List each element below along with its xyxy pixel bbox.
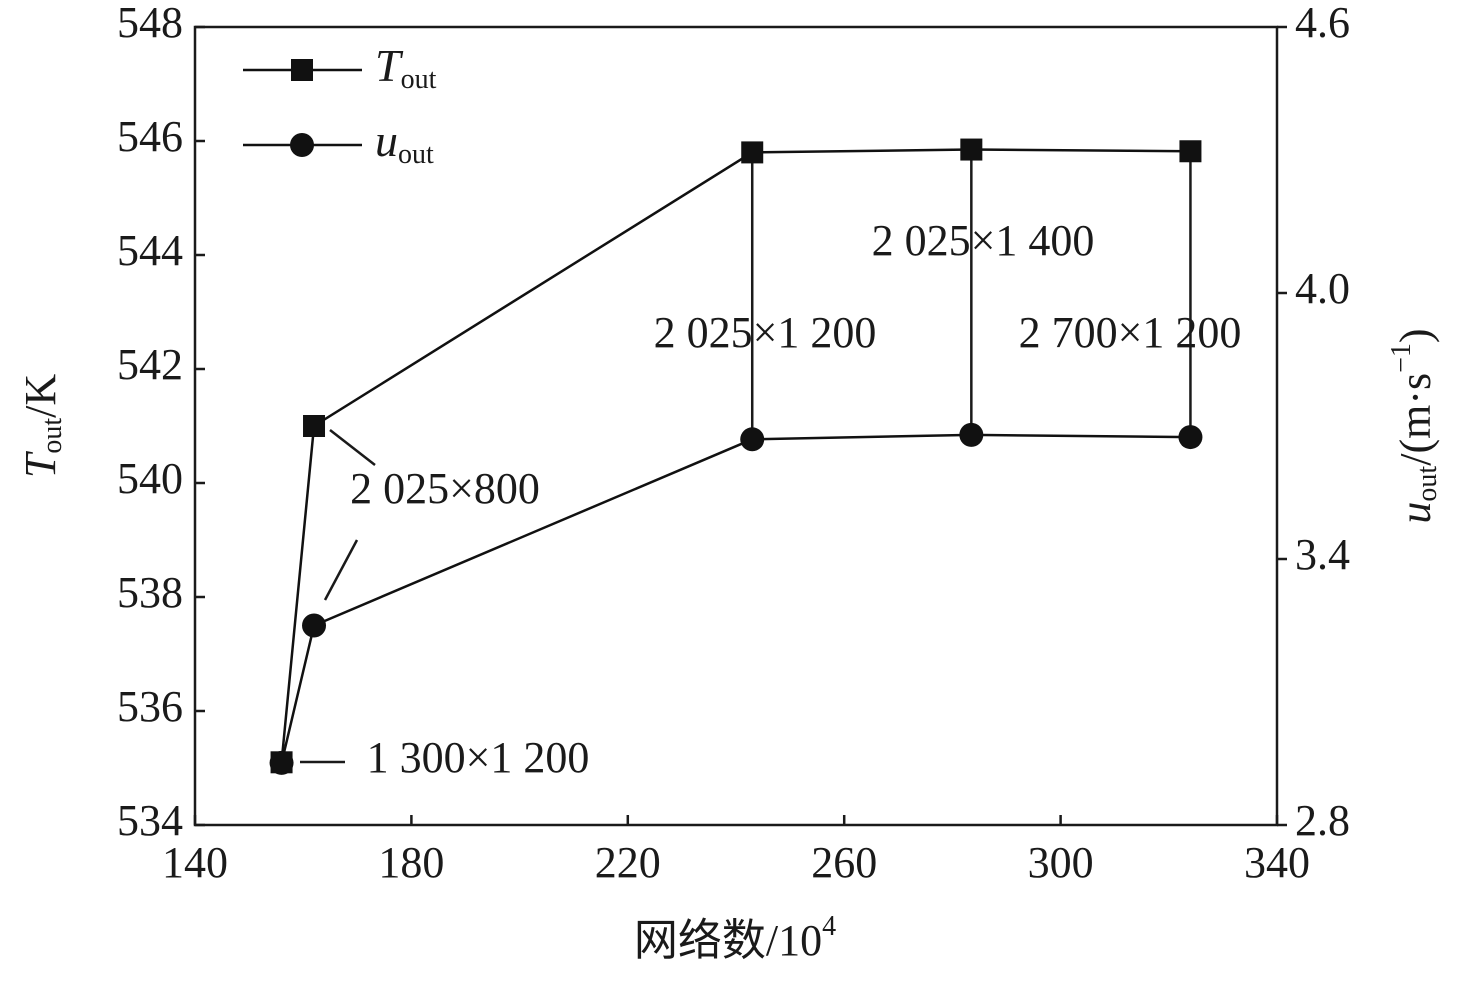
x-tick-label: 140 [162,838,228,887]
marker [740,427,765,452]
annotation: 2 025×1 200 [654,308,877,357]
marker [960,138,983,161]
legend-sub: out [398,139,434,170]
x-tick-label: 260 [811,838,877,887]
y-tick-label: 540 [117,454,183,503]
annotation: 2 025×1 400 [872,216,1095,265]
marker [959,422,984,447]
legend-name: u [375,115,398,166]
legend-marker [291,59,313,81]
y2-tick-label: 4.6 [1295,0,1350,47]
marker [303,415,326,437]
x-tick-label: 340 [1244,838,1310,887]
x-tick-label: 180 [378,838,444,887]
x-tick-label: 220 [595,838,661,887]
marker [1178,425,1203,450]
x-axis-label: 网络数/104 [634,911,836,965]
y-tick-label: 546 [117,112,183,161]
y-tick-label: 536 [117,682,183,731]
y-tick-label: 548 [117,0,183,47]
legend-label: uout [375,115,434,171]
legend-name: T [375,40,404,91]
legend-sub: out [401,64,437,95]
y2-tick-label: 2.8 [1295,796,1350,845]
y-tick-label: 534 [117,796,183,845]
annotation: 1 300×1 200 [367,733,590,782]
y2-tick-label: 4.0 [1295,264,1350,313]
marker [302,613,327,638]
plot-frame [193,25,1279,827]
y2-axis-label: uout/(m·s−1) [1386,328,1443,523]
annotation: 2 025×800 [350,464,540,513]
annotation: 2 700×1 200 [1019,308,1242,357]
y-tick-label: 544 [117,226,183,275]
legend-marker [290,133,314,157]
leader-lines [300,429,376,764]
marker [741,141,764,164]
y-tick-label: 538 [117,568,183,617]
y-tick-label: 542 [117,340,183,389]
y-axis-label: Tout/K [16,374,68,478]
marker [269,750,294,775]
legend-label: Tout [375,40,437,96]
y2-tick-label: 3.4 [1295,530,1350,579]
marker [1179,140,1202,163]
x-tick-label: 300 [1028,838,1094,887]
